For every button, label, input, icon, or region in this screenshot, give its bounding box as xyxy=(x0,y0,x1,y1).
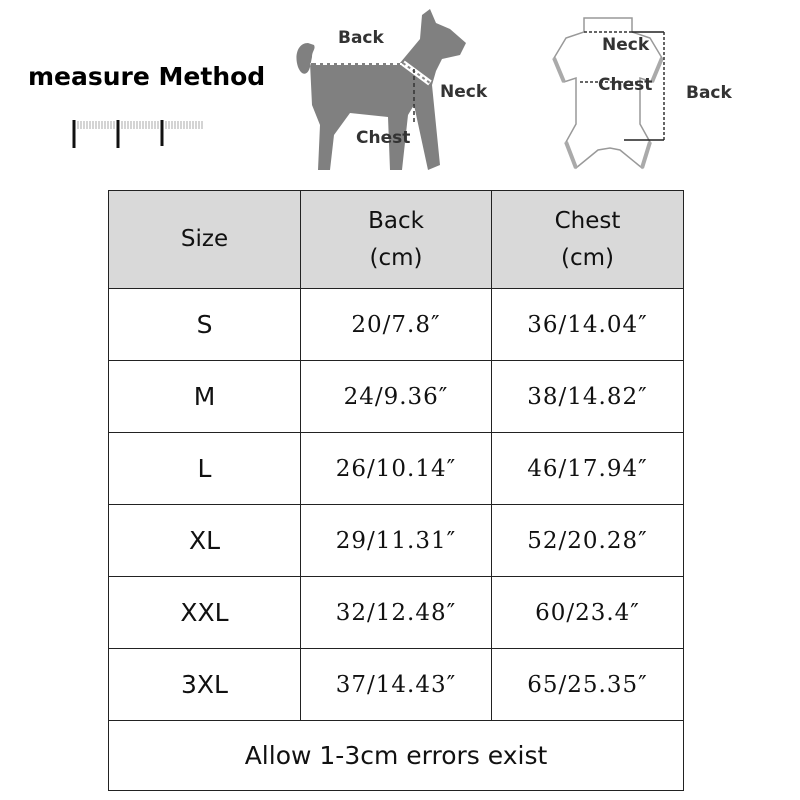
back-cell: 37/14.43″ xyxy=(300,648,492,721)
size-cell: L xyxy=(108,432,301,505)
table-row: S 20/7.8″ 36/14.04″ xyxy=(108,288,684,361)
column-header-chest-unit: (cm) xyxy=(561,244,614,271)
size-cell: 3XL xyxy=(108,648,301,721)
size-cell: XL xyxy=(108,504,301,577)
size-cell: XXL xyxy=(108,576,301,649)
size-cell: S xyxy=(108,288,301,361)
table-row: XL 29/11.31″ 52/20.28″ xyxy=(108,504,684,577)
chest-cell: 60/23.4″ xyxy=(491,576,684,649)
column-header-back: Back (cm) xyxy=(300,190,492,289)
chest-cell: 38/14.82″ xyxy=(491,360,684,433)
ruler-icon xyxy=(72,120,203,148)
table-footer-row: Allow 1-3cm errors exist xyxy=(108,720,684,791)
back-cell: 29/11.31″ xyxy=(300,504,492,577)
column-header-chest-label: Chest xyxy=(554,207,621,234)
chest-cell: 52/20.28″ xyxy=(491,504,684,577)
column-header-back-unit: (cm) xyxy=(369,244,423,271)
garment-back-label: Back xyxy=(686,83,733,103)
back-cell: 24/9.36″ xyxy=(300,360,492,433)
garment-chest-label: Chest xyxy=(598,75,652,95)
size-cell: M xyxy=(108,360,301,433)
table-row: M 24/9.36″ 38/14.82″ xyxy=(108,360,684,433)
dog-chest-label: Chest xyxy=(356,128,410,148)
table-row: 3XL 37/14.43″ 65/25.35″ xyxy=(108,648,684,721)
table-header-row: Size Back (cm) Chest (cm) xyxy=(108,190,684,289)
garment-neck-label: Neck xyxy=(602,35,650,55)
measure-method-title: measure Method xyxy=(28,62,266,91)
column-header-size-label: Size xyxy=(180,226,229,252)
dog-neck-label: Neck xyxy=(440,82,488,102)
dog-back-label: Back xyxy=(338,28,385,48)
back-cell: 32/12.48″ xyxy=(300,576,492,649)
error-tolerance-note: Allow 1-3cm errors exist xyxy=(108,720,684,791)
chest-cell: 46/17.94″ xyxy=(491,432,684,505)
column-header-chest: Chest (cm) xyxy=(491,190,684,289)
back-cell: 20/7.8″ xyxy=(300,288,492,361)
dog-silhouette-icon xyxy=(296,9,466,170)
column-header-size: Size xyxy=(108,190,301,289)
back-cell: 26/10.14″ xyxy=(300,432,492,505)
size-chart-table: Size Back (cm) Chest (cm) S 20/7.8″ 36/14.… xyxy=(108,190,684,791)
garment-measurement-diagram: Neck Chest Back xyxy=(552,17,733,170)
table-row: XXL 32/12.48″ 60/23.4″ xyxy=(108,576,684,649)
dog-measurement-diagram: Back Neck Chest xyxy=(296,9,488,170)
table-row: L 26/10.14″ 46/17.94″ xyxy=(108,432,684,505)
chest-cell: 65/25.35″ xyxy=(491,648,684,721)
chest-cell: 36/14.04″ xyxy=(491,288,684,361)
column-header-back-label: Back xyxy=(368,207,424,234)
